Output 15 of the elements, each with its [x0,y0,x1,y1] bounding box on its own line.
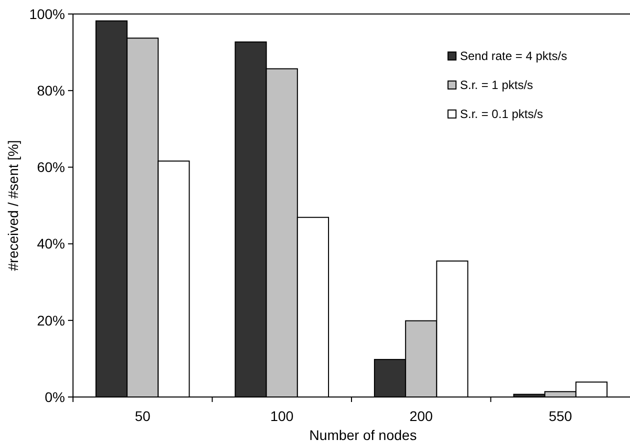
y-tick-label: 80% [36,82,65,98]
y-tick-label: 20% [36,312,65,328]
y-tick-label: 40% [36,236,65,252]
legend-label: S.r. = 0.1 pkts/s [460,107,544,121]
x-tick-label: 100 [270,408,294,424]
y-tick-label: 60% [36,159,65,176]
legend-label: S.r. = 1 pkts/s [460,78,534,92]
legend-label: Send rate = 4 pkts/s [460,49,568,63]
x-axis-title: Number of nodes [309,427,417,443]
x-tick-label: 200 [409,408,434,424]
x-tick-label: 50 [134,408,151,424]
y-tick-label: 100% [29,6,65,22]
y-axis-title: #received / #sent [%] [5,140,21,271]
y-tick-label: 0% [44,388,65,405]
x-tick-label: 550 [548,408,572,424]
